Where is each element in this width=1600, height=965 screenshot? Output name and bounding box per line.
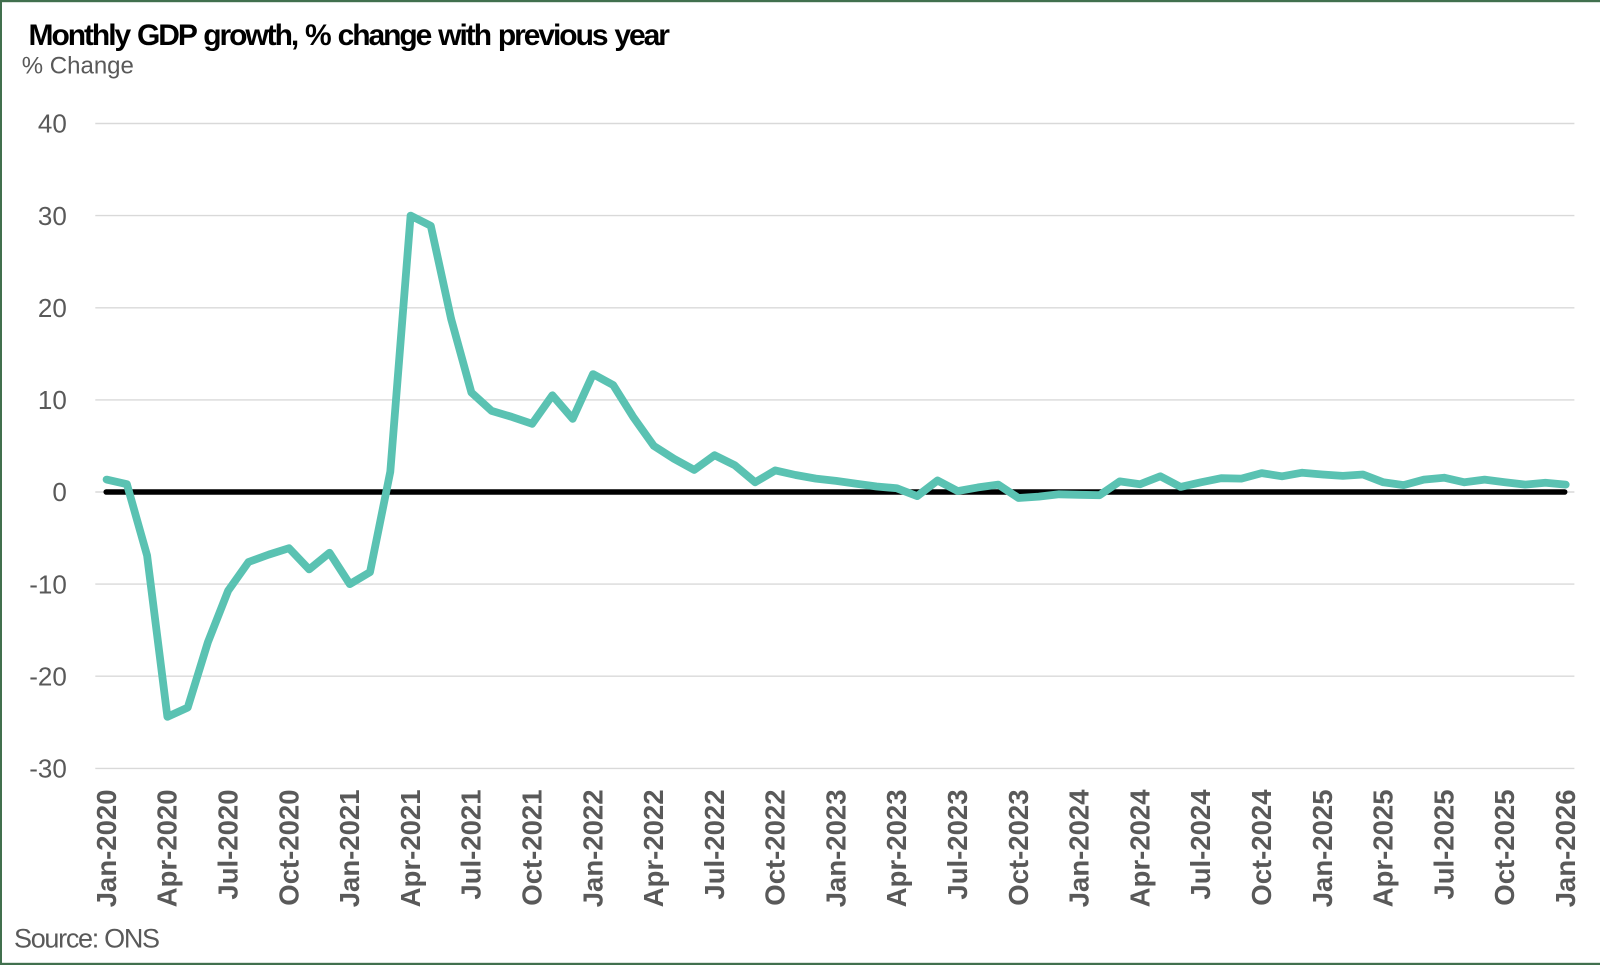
svg-text:Jul-2024: Jul-2024: [1185, 789, 1216, 900]
svg-text:Oct-2021: Oct-2021: [517, 790, 548, 906]
svg-text:% Change: % Change: [22, 53, 134, 80]
svg-text:-30: -30: [29, 754, 67, 784]
svg-text:-10: -10: [29, 569, 67, 599]
svg-text:0: 0: [52, 477, 66, 507]
svg-text:Oct-2020: Oct-2020: [273, 790, 304, 906]
svg-text:Jan-2022: Jan-2022: [577, 790, 608, 908]
svg-text:Jul-2021: Jul-2021: [456, 790, 487, 900]
svg-text:20: 20: [38, 293, 67, 323]
svg-text:Jul-2020: Jul-2020: [213, 790, 244, 900]
svg-text:Monthly GDP growth, % change w: Monthly GDP growth, % change with previo…: [29, 19, 671, 52]
svg-text:Jan-2023: Jan-2023: [820, 790, 851, 908]
svg-text:-20: -20: [29, 661, 67, 691]
svg-text:Apr-2023: Apr-2023: [881, 790, 912, 908]
svg-text:Jul-2023: Jul-2023: [942, 790, 973, 900]
svg-text:Apr-2020: Apr-2020: [152, 790, 183, 908]
svg-text:Jan-2021: Jan-2021: [334, 790, 365, 908]
svg-text:Jan-2024: Jan-2024: [1064, 789, 1095, 907]
svg-text:Jul-2025: Jul-2025: [1428, 790, 1459, 900]
svg-text:Apr-2021: Apr-2021: [395, 790, 426, 908]
svg-text:Source: ONS: Source: ONS: [14, 924, 159, 954]
svg-text:Oct-2024: Oct-2024: [1246, 789, 1277, 906]
svg-text:Jan-2025: Jan-2025: [1307, 790, 1338, 908]
svg-text:Oct-2025: Oct-2025: [1489, 790, 1520, 906]
svg-text:Apr-2022: Apr-2022: [638, 790, 669, 908]
svg-text:Apr-2024: Apr-2024: [1124, 789, 1155, 907]
svg-text:Apr-2025: Apr-2025: [1368, 790, 1399, 908]
svg-text:30: 30: [38, 201, 67, 231]
svg-text:Jan-2026: Jan-2026: [1550, 790, 1581, 908]
svg-text:Oct-2023: Oct-2023: [1003, 790, 1034, 906]
svg-text:Oct-2022: Oct-2022: [760, 790, 791, 906]
svg-text:Jan-2020: Jan-2020: [91, 790, 122, 908]
svg-text:Jul-2022: Jul-2022: [699, 790, 730, 900]
svg-text:40: 40: [38, 109, 67, 139]
svg-text:10: 10: [38, 385, 67, 415]
